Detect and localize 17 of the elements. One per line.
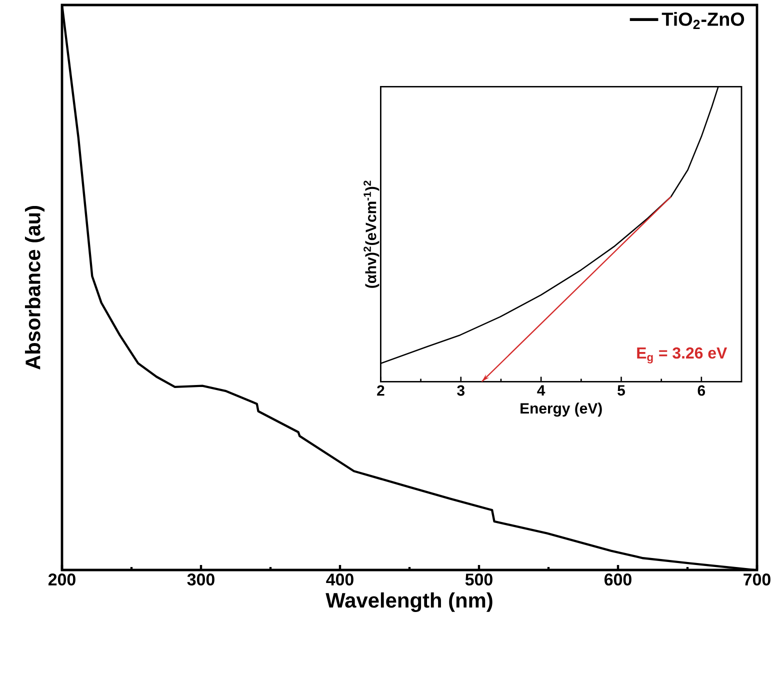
x-tick-label: 700: [744, 574, 770, 586]
x-tick-label: 300: [187, 574, 214, 586]
x-tick-label: 600: [604, 574, 632, 586]
y-axis-title: (αhv)$^{2}$(eVcm$^{-1}$)$^{2}$: [364, 180, 380, 288]
x-tick-label: 6: [698, 385, 706, 396]
x-tick-label: 5: [618, 385, 625, 396]
y-axis-title: Absorbance (au): [24, 206, 44, 370]
x-tick-label: 400: [326, 574, 354, 586]
x-axis-title: Wavelength (nm): [326, 592, 492, 612]
x-tick-label: 4: [537, 385, 546, 396]
x-tick-label: 200: [48, 574, 76, 586]
x-tick-label: 3: [457, 385, 464, 396]
x-axis-title: Energy (eV): [520, 402, 602, 417]
legend-label: TiO$_{2}$-ZnO: [662, 12, 744, 30]
annotation: E$_{g}$ = 3.26 eV: [637, 347, 728, 364]
x-tick-label: 500: [465, 574, 492, 586]
x-tick-label: 2: [377, 385, 384, 396]
